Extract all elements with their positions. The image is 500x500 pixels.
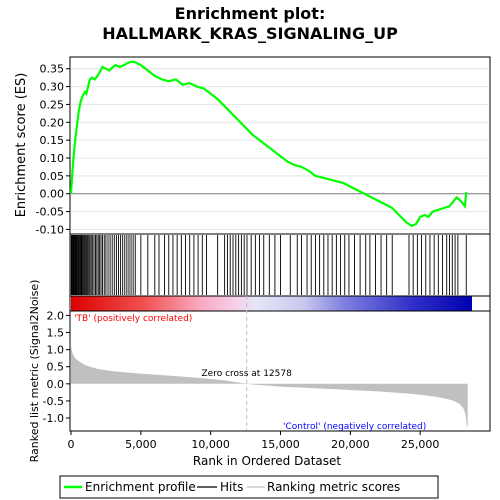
negative-correlation-label: 'Control' (negatively correlated)	[283, 422, 426, 432]
metric-y-tick-label: -0.5	[43, 395, 64, 408]
hits-panel	[69, 233, 491, 297]
ranked-metric-panel: Zero cross at 12578 'TB' (positively cor…	[28, 280, 491, 468]
metric-y-tick-label: 0.5	[47, 361, 65, 374]
es-y-tick-label: 0.20	[40, 116, 65, 129]
metric-x-tick-label: 5,000	[125, 438, 157, 451]
es-y-tick-label: 0.30	[40, 81, 65, 94]
metric-y-ticks: -1.0 -0.5 0.0 0.5 1.0 1.5 2.0	[43, 309, 70, 425]
metric-y-tick-label: 1.5	[47, 327, 65, 340]
es-y-tick-label: 0.15	[40, 134, 65, 147]
metric-y-axis-label: Ranked list metric (Signal2Noise)	[28, 280, 41, 463]
es-y-tick-label: 0.00	[40, 188, 65, 201]
enrichment-profile-line	[69, 60, 468, 228]
metric-panel-frame	[69, 310, 491, 432]
legend-hits-label: Hits	[220, 480, 243, 494]
es-y-tick-label: 0.10	[40, 152, 65, 165]
es-y-tick-label: 0.25	[40, 98, 65, 111]
es-panel-frame	[69, 56, 491, 235]
plot-title-line2: HALLMARK_KRAS_SIGNALING_UP	[102, 24, 398, 43]
enrichment-score-panel: -0.10 -0.05 0.00 0.05 0.10 0.15 0.20 0.25 0.30 0.…	[14, 56, 491, 236]
plot-title-line1: Enrichment plot:	[175, 4, 326, 23]
ranked-metric-area	[71, 346, 468, 427]
zero-cross-label: Zero cross at 12578	[202, 369, 293, 379]
ranking-color-strip	[69, 295, 491, 312]
es-y-ticks: -0.10 -0.05 0.00 0.05 0.10 0.15 0.20 0.25 0.30 0.…	[36, 63, 70, 236]
es-y-tick-label: 0.05	[40, 170, 65, 183]
metric-x-tick-label: 10,000	[191, 438, 230, 451]
hit-marks	[70, 235, 467, 295]
metric-y-tick-label: 1.0	[47, 344, 65, 357]
metric-x-tick-label: 0	[68, 438, 75, 451]
legend-enrichment-label: Enrichment profile	[85, 480, 196, 494]
metric-x-tick-label: 15,000	[261, 438, 300, 451]
es-y-tick-label: -0.05	[36, 206, 64, 219]
legend: Enrichment profile Hits Ranking metric s…	[59, 475, 439, 499]
metric-x-tick-label: 20,000	[331, 438, 370, 451]
metric-x-tick-label: 25,000	[401, 438, 440, 451]
metric-y-tick-label: 2.0	[47, 309, 65, 322]
metric-y-tick-label: -1.0	[43, 412, 64, 425]
ranking-gradient-bar	[71, 296, 472, 311]
metric-y-tick-label: 0.0	[47, 378, 65, 391]
es-y-tick-label: -0.10	[36, 223, 64, 236]
legend-ranking-label: Ranking metric scores	[267, 480, 400, 494]
metric-x-axis-label: Rank in Ordered Dataset	[193, 454, 341, 468]
es-y-axis-label: Enrichment score (ES)	[14, 73, 29, 218]
es-y-tick-label: 0.35	[40, 63, 65, 76]
metric-x-ticks: 0 5,000 10,000 15,000 20,000 25,000	[68, 431, 440, 451]
positive-correlation-label: 'TB' (positively correlated)	[74, 314, 192, 324]
